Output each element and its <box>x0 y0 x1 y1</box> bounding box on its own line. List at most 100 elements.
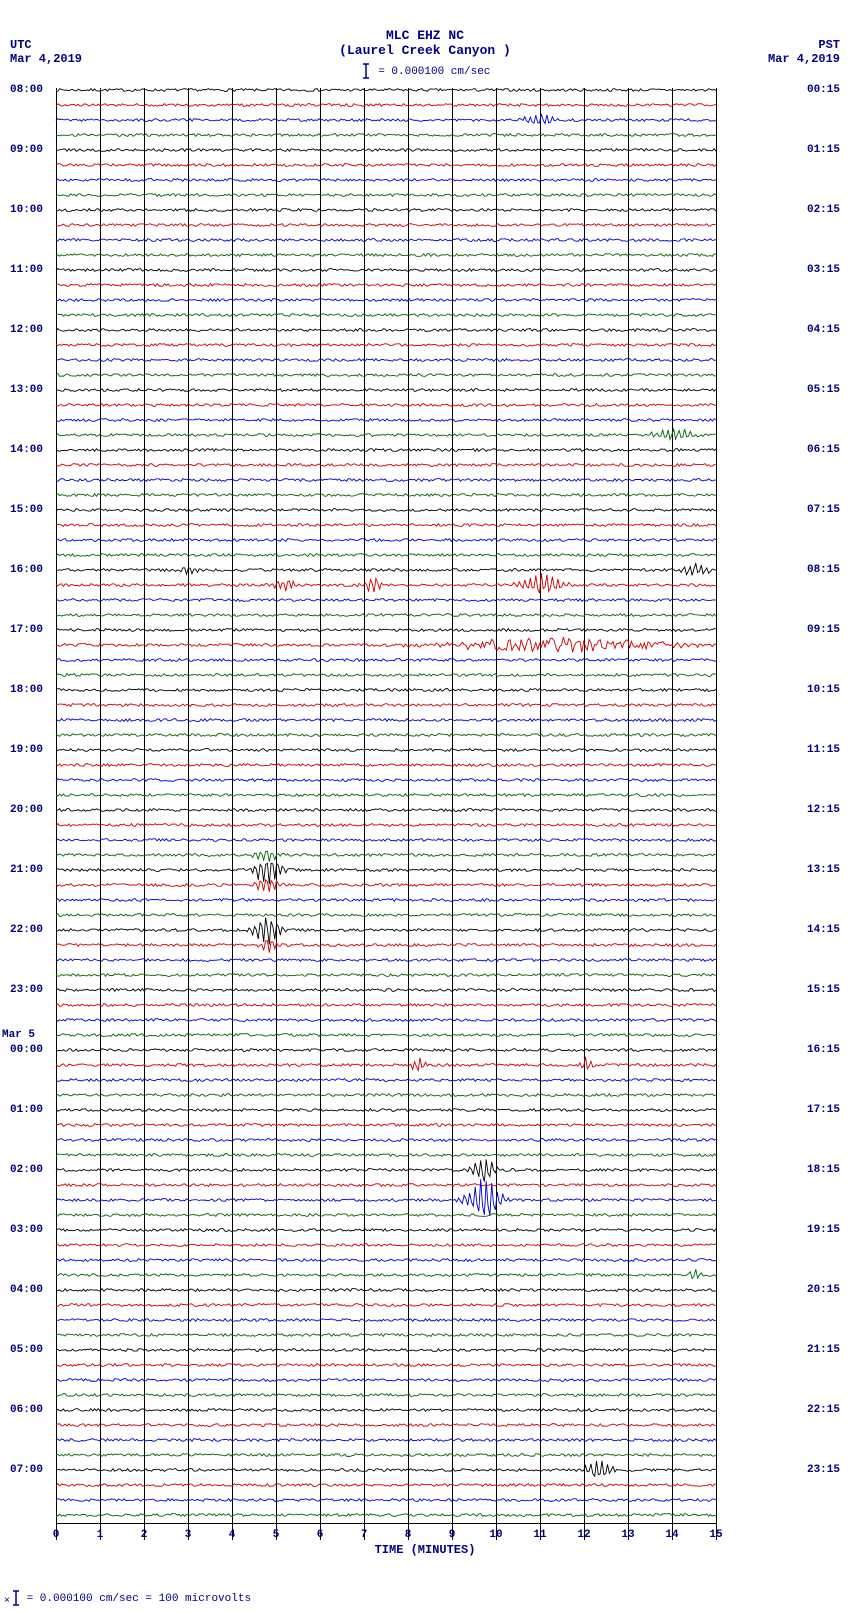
trace <box>56 1470 716 1471</box>
xtick: 12 <box>577 1529 590 1541</box>
trace <box>56 360 716 361</box>
trace <box>56 795 716 796</box>
trace <box>56 960 716 961</box>
grid-vertical <box>540 88 541 1540</box>
trace <box>56 1125 716 1126</box>
trace <box>56 1080 716 1081</box>
trace <box>56 330 716 331</box>
trace <box>56 1335 716 1336</box>
ytick-right: 18:15 <box>807 1164 840 1176</box>
trace <box>56 1410 716 1411</box>
ytick-right: 10:15 <box>807 684 840 696</box>
trace <box>56 705 716 706</box>
ytick-right: 05:15 <box>807 384 840 396</box>
trace <box>56 1245 716 1246</box>
grid-vertical <box>100 88 101 1540</box>
trace <box>56 675 716 676</box>
trace <box>56 195 716 196</box>
trace <box>56 1425 716 1426</box>
trace <box>56 540 716 541</box>
trace <box>56 1515 716 1516</box>
trace <box>56 1110 716 1111</box>
trace <box>56 300 716 301</box>
trace <box>56 840 716 841</box>
trace <box>56 1050 716 1051</box>
ytick-left: 08:00 <box>10 84 43 96</box>
trace <box>56 1095 716 1096</box>
ytick-left: 21:00 <box>10 864 43 876</box>
trace <box>56 375 716 376</box>
trace <box>56 1035 716 1036</box>
trace <box>56 525 716 526</box>
trace <box>56 990 716 991</box>
trace <box>56 90 716 91</box>
ytick-right: 11:15 <box>807 744 840 756</box>
grid-vertical <box>672 88 673 1540</box>
ytick-right: 21:15 <box>807 1344 840 1356</box>
trace <box>56 480 716 481</box>
trace <box>56 750 716 751</box>
grid-vertical <box>276 88 277 1540</box>
xtick: 4 <box>229 1529 236 1541</box>
ytick-right: 01:15 <box>807 144 840 156</box>
grid-vertical <box>364 88 365 1540</box>
trace <box>56 1365 716 1366</box>
trace <box>56 1395 716 1396</box>
ytick-right: 14:15 <box>807 924 840 936</box>
trace <box>56 945 716 946</box>
ytick-right: 13:15 <box>807 864 840 876</box>
trace <box>56 1305 716 1306</box>
trace <box>56 450 716 451</box>
grid-vertical <box>496 88 497 1540</box>
ytick-right: 08:15 <box>807 564 840 576</box>
trace <box>56 210 716 211</box>
trace <box>56 255 716 256</box>
ytick-left: 09:00 <box>10 144 43 156</box>
trace <box>56 660 716 661</box>
trace <box>56 600 716 601</box>
ytick-right: 17:15 <box>807 1104 840 1116</box>
trace <box>56 1380 716 1381</box>
ytick-left: 01:00 <box>10 1104 43 1116</box>
ytick-left: 18:00 <box>10 684 43 696</box>
ytick-left: 20:00 <box>10 804 43 816</box>
trace <box>56 495 716 496</box>
trace <box>56 105 716 106</box>
trace <box>56 810 716 811</box>
xtick: 8 <box>405 1529 412 1541</box>
trace <box>56 150 716 151</box>
ytick-right: 23:15 <box>807 1464 840 1476</box>
ytick-right: 03:15 <box>807 264 840 276</box>
trace <box>56 735 716 736</box>
ytick-right: 15:15 <box>807 984 840 996</box>
trace <box>56 1320 716 1321</box>
xtick: 3 <box>185 1529 192 1541</box>
xtick: 15 <box>709 1529 722 1541</box>
trace <box>56 690 716 691</box>
grid-vertical <box>628 88 629 1540</box>
trace <box>56 1140 716 1141</box>
ytick-left: 22:00 <box>10 924 43 936</box>
xaxis-label: TIME (MINUTES) <box>375 1543 476 1557</box>
trace <box>56 1260 716 1261</box>
ytick-right: 12:15 <box>807 804 840 816</box>
trace <box>56 825 716 826</box>
trace <box>56 390 716 391</box>
ytick-right: 00:15 <box>807 84 840 96</box>
grid-vertical <box>144 88 145 1540</box>
trace <box>56 765 716 766</box>
ytick-right: 07:15 <box>807 504 840 516</box>
xaxis-line <box>56 1523 716 1524</box>
grid-vertical <box>584 88 585 1540</box>
trace <box>56 1500 716 1501</box>
trace <box>56 1440 716 1441</box>
ytick-left: 16:00 <box>10 564 43 576</box>
xtick: 11 <box>533 1529 546 1541</box>
ytick-right: 09:15 <box>807 624 840 636</box>
trace <box>56 915 716 916</box>
trace <box>56 1020 716 1021</box>
trace <box>56 1485 716 1486</box>
trace <box>56 405 716 406</box>
ytick-left: 00:00 <box>10 1044 43 1056</box>
station-code: MLC EHZ NC <box>0 28 850 43</box>
